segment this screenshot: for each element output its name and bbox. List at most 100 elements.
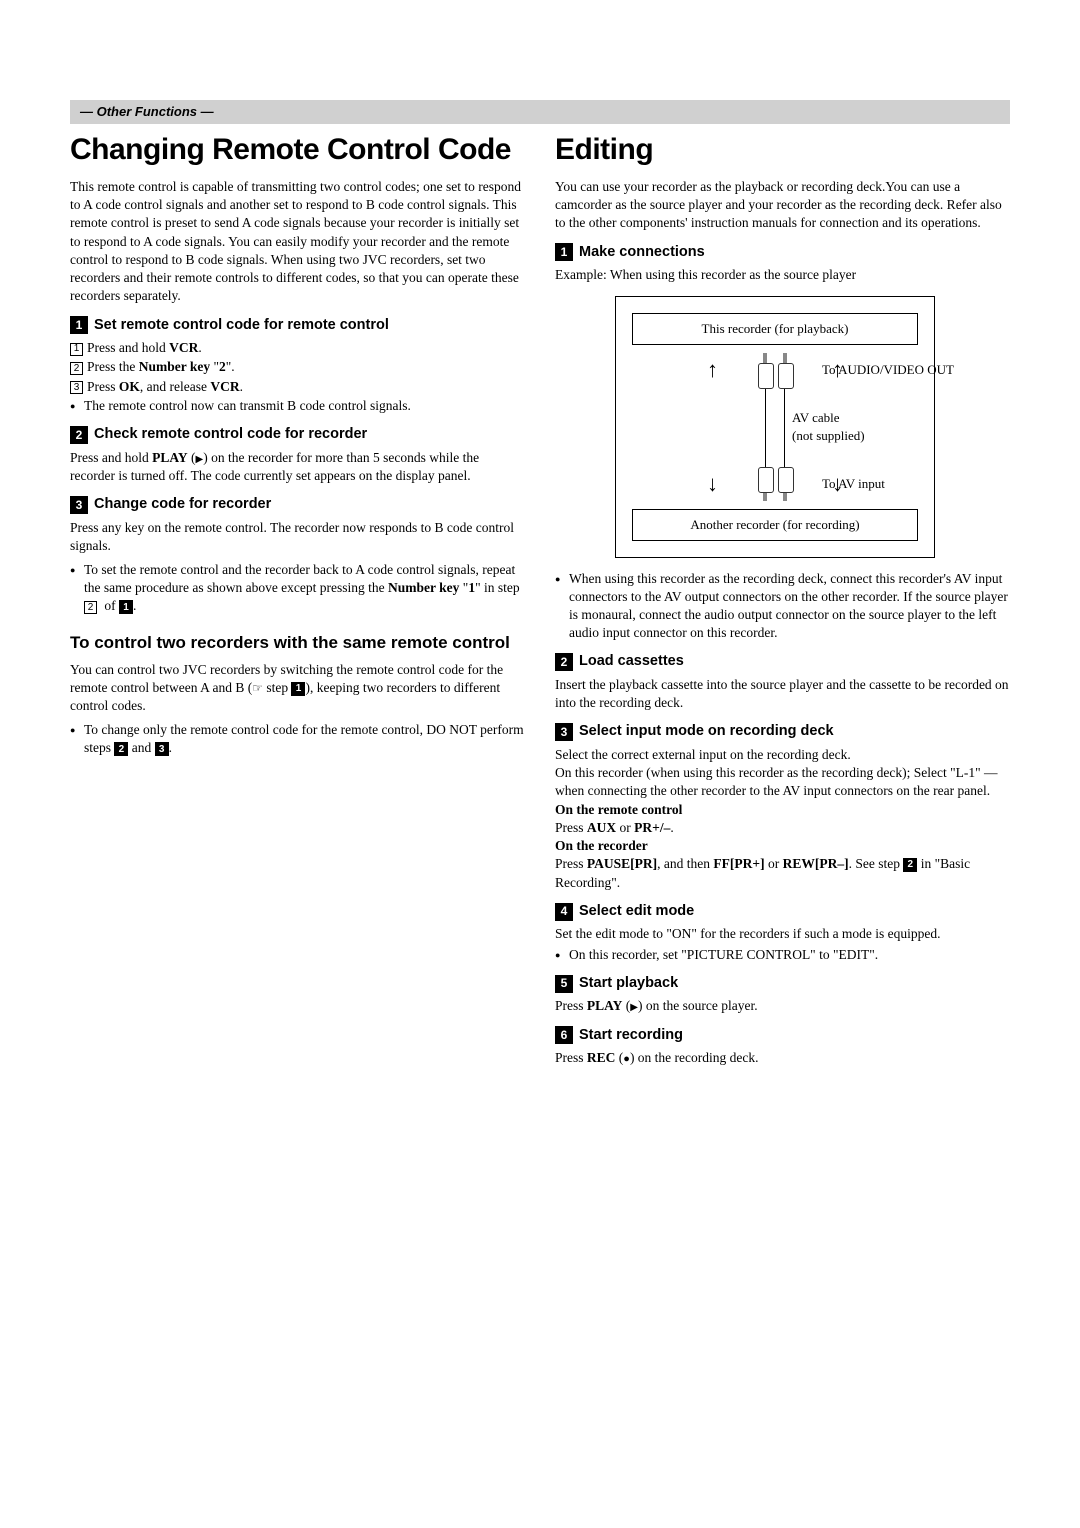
t: , and release — [140, 379, 210, 394]
t: step — [263, 680, 292, 695]
right-step3-p1: Select the correct external input on the… — [555, 746, 1010, 764]
left-sub-bullets: To change only the remote control code f… — [70, 721, 525, 757]
right-heading: Editing — [555, 130, 1010, 171]
t: or — [765, 856, 783, 871]
step-num-1-icon: 1 — [555, 243, 573, 261]
step-num-6-icon: 6 — [555, 1026, 573, 1044]
t: OK — [119, 379, 140, 394]
left-step3-heading: 3 Change code for recorder — [70, 495, 525, 515]
substep-2: 2Press the Number key "2". — [70, 358, 525, 376]
t: " — [459, 580, 468, 595]
arrow-up-icon — [707, 355, 718, 385]
right-step3-h1: On the remote control — [555, 801, 1010, 819]
play-icon — [630, 998, 638, 1013]
right-step5-title: Start playback — [579, 974, 678, 994]
t: PAUSE[PR] — [587, 856, 657, 871]
left-step2-heading: 2 Check remote control code for recorder — [70, 425, 525, 445]
bullet: To set the remote control and the record… — [70, 561, 525, 616]
t: of — [101, 598, 119, 613]
right-step1-bullets: When using this recorder as the recordin… — [555, 570, 1010, 643]
right-step4-bullets: On this recorder, set "PICTURE CONTROL" … — [555, 946, 1010, 964]
t: . See step — [849, 856, 904, 871]
t: Press — [555, 820, 587, 835]
right-step6-body: Press REC () on the recording deck. — [555, 1049, 1010, 1067]
t: , and then — [657, 856, 713, 871]
left-step3-body: Press any key on the remote control. The… — [70, 519, 525, 555]
step-ref-2-icon: 2 — [114, 742, 128, 756]
arrow-down-icon — [707, 469, 718, 499]
right-step1-heading: 1 Make connections — [555, 243, 1010, 263]
substep-3: 3 Press OK, and release VCR. — [70, 378, 525, 396]
record-icon — [623, 1050, 630, 1065]
t: . — [198, 340, 201, 355]
right-step4-body: Set the edit mode to "ON" for the record… — [555, 925, 1010, 943]
step-ref-2-icon: 2 — [903, 858, 917, 872]
right-step6-title: Start recording — [579, 1026, 683, 1046]
right-step2-heading: 2 Load cassettes — [555, 652, 1010, 672]
t: Press and hold — [70, 450, 152, 465]
step-num-1-icon: 1 — [70, 316, 88, 334]
left-sub-heading: To control two recorders with the same r… — [70, 632, 525, 655]
right-step3-h2: On the recorder — [555, 837, 1010, 855]
step-num-4-icon: 4 — [555, 903, 573, 921]
small-num-3-icon: 3 — [70, 381, 83, 394]
right-step5-heading: 5 Start playback — [555, 974, 1010, 994]
diagram-row: To AV input — [632, 467, 918, 501]
plug-pair-icon — [758, 353, 792, 387]
t: or — [616, 820, 634, 835]
diagram-box-bottom: Another recorder (for recording) — [632, 509, 918, 541]
t: " — [210, 359, 219, 374]
t: . — [240, 379, 243, 394]
right-intro: You can use your recorder as the playbac… — [555, 178, 1010, 233]
right-step2-body: Insert the playback cassette into the so… — [555, 676, 1010, 712]
right-step3-title: Select input mode on recording deck — [579, 722, 834, 742]
t: Press and hold — [87, 340, 169, 355]
t: " in step — [475, 580, 520, 595]
t: Press — [555, 1050, 587, 1065]
right-step1-body: Example: When using this recorder as the… — [555, 266, 1010, 284]
left-step1-heading: 1 Set remote control code for remote con… — [70, 316, 525, 336]
substep-1: 1Press and hold VCR. — [70, 339, 525, 357]
right-step4-heading: 4 Select edit mode — [555, 902, 1010, 922]
right-step3-p3: Press AUX or PR+/–. — [555, 819, 1010, 837]
t: VCR — [169, 340, 198, 355]
left-intro: This remote control is capable of transm… — [70, 178, 525, 306]
left-step1-bullets: The remote control now can transmit B co… — [70, 397, 525, 415]
right-step2-title: Load cassettes — [579, 652, 684, 672]
step-ref-1-icon: 1 — [119, 600, 133, 614]
cable-lines-icon — [632, 427, 918, 467]
t: . — [670, 820, 673, 835]
left-step1-list: 1Press and hold VCR. 2Press the Number k… — [70, 339, 525, 396]
diagram-label-2: AV cable (not supplied) — [792, 409, 865, 444]
t: VCR — [210, 379, 239, 394]
t: ) on the source player. — [638, 998, 758, 1013]
right-step3-heading: 3 Select input mode on recording deck — [555, 722, 1010, 742]
t: PLAY — [152, 450, 188, 465]
right-step6-heading: 6 Start recording — [555, 1026, 1010, 1046]
bullet: On this recorder, set "PICTURE CONTROL" … — [555, 946, 1010, 964]
diagram-label-3: To AV input — [822, 475, 885, 493]
t: REC — [587, 1050, 616, 1065]
right-step3-p2: On this recorder (when using this record… — [555, 764, 1010, 800]
step-ref-1-icon: 1 — [291, 682, 305, 696]
step-num-3-icon: 3 — [70, 496, 88, 514]
left-step2-title: Check remote control code for recorder — [94, 425, 367, 445]
t: Press — [87, 379, 119, 394]
left-sub-body: You can control two JVC recorders by swi… — [70, 661, 525, 716]
right-column: Editing You can use your recorder as the… — [555, 130, 1010, 1074]
section-bar: — Other Functions — — [70, 100, 1010, 124]
bullet: The remote control now can transmit B co… — [70, 397, 525, 415]
bullet: To change only the remote control code f… — [70, 721, 525, 757]
step-num-2-icon: 2 — [70, 426, 88, 444]
t: (not supplied) — [792, 427, 865, 445]
left-column: Changing Remote Control Code This remote… — [70, 130, 525, 1074]
left-step3-title: Change code for recorder — [94, 495, 271, 515]
left-heading: Changing Remote Control Code — [70, 130, 525, 171]
t: Number key — [388, 580, 459, 595]
t: . — [169, 740, 172, 755]
step-num-2-icon: 2 — [555, 653, 573, 671]
pointer-icon — [252, 680, 263, 695]
t: AUX — [587, 820, 616, 835]
t: Press — [555, 998, 587, 1013]
t: Press — [555, 856, 587, 871]
